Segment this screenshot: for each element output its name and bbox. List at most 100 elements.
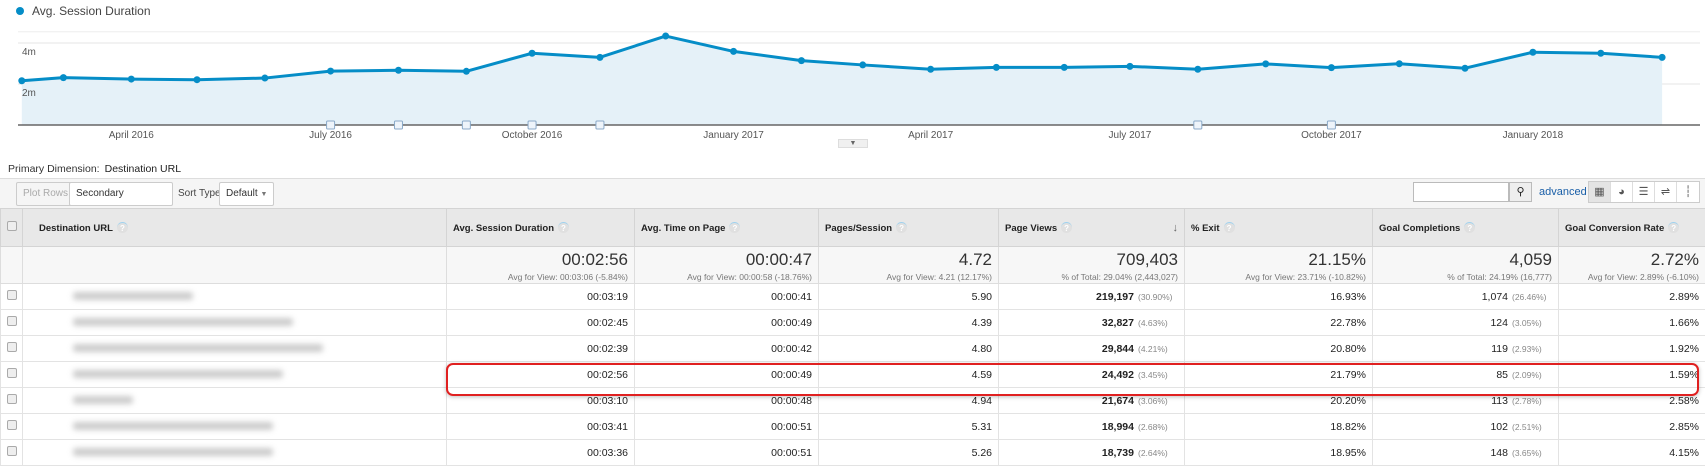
table-row[interactable]: 00:02:45 00:00:49 4.39 32,827(4.63%) 22.…: [1, 310, 1705, 336]
search-button[interactable]: ⚲: [1509, 182, 1532, 202]
redacted-url: [73, 292, 193, 300]
x-tick-label: April 2017: [908, 130, 953, 141]
row-checkbox[interactable]: [7, 446, 17, 456]
redacted-url: [73, 422, 273, 430]
help-icon[interactable]: ?: [729, 222, 740, 233]
annotation-marker-icon[interactable]: [1327, 121, 1335, 129]
table-row[interactable]: 00:02:39 00:00:42 4.80 29,844(4.21%) 20.…: [1, 336, 1705, 362]
header-label: Goal Conversion Rate: [1565, 223, 1664, 234]
goal-completions-cell: 102(2.51%): [1373, 414, 1559, 440]
summary-cell: 2.72%Avg for View: 2.89% (-6.10%): [1559, 247, 1705, 284]
annotation-marker-icon[interactable]: [462, 121, 470, 129]
destination-url-cell[interactable]: [23, 414, 447, 440]
annotation-marker-icon[interactable]: [1194, 121, 1202, 129]
table-row[interactable]: 00:02:56 00:00:49 4.59 24,492(3.45%) 21.…: [1, 362, 1705, 388]
header-avg-time-on-page[interactable]: Avg. Time on Page?: [635, 209, 819, 247]
goal-conversion-rate-cell: 1.92%: [1559, 336, 1705, 362]
help-icon[interactable]: ?: [896, 222, 907, 233]
pivot-view-icon[interactable]: ┆: [1677, 182, 1699, 202]
exit-rate-cell: 20.20%: [1185, 388, 1373, 414]
select-all-checkbox[interactable]: [7, 221, 17, 231]
row-checkbox[interactable]: [7, 394, 17, 404]
header-pages-session[interactable]: Pages/Session?: [819, 209, 999, 247]
exit-rate-cell: 22.78%: [1185, 310, 1373, 336]
data-point: [1194, 66, 1201, 73]
header-exit-rate[interactable]: % Exit?: [1185, 209, 1373, 247]
destination-url-cell[interactable]: [23, 440, 447, 466]
header-goal-conversion-rate[interactable]: Goal Conversion Rate?: [1559, 209, 1705, 247]
table-row[interactable]: 00:03:36 00:00:51 5.26 18,739(2.64%) 18.…: [1, 440, 1705, 466]
secondary-dimension-dropdown[interactable]: Secondary dimension ▼: [69, 182, 173, 206]
annotation-marker-icon[interactable]: [528, 121, 536, 129]
chart-legend[interactable]: Avg. Session Duration: [16, 4, 151, 18]
page-views-cell: 32,827(4.63%): [999, 310, 1185, 336]
table-row[interactable]: 00:03:10 00:00:48 4.94 21,674(3.06%) 20.…: [1, 388, 1705, 414]
header-label: % Exit: [1191, 223, 1220, 234]
annotation-marker-icon[interactable]: [327, 121, 335, 129]
plot-rows-button[interactable]: Plot Rows: [16, 182, 75, 206]
page-views-cell: 29,844(4.21%): [999, 336, 1185, 362]
table-row[interactable]: 00:03:19 00:00:41 5.90 219,197(30.90%) 1…: [1, 284, 1705, 310]
advanced-filter-link[interactable]: advanced: [1539, 182, 1587, 202]
header-destination-url[interactable]: Destination URL?: [23, 209, 447, 247]
legend-label: Avg. Session Duration: [32, 4, 151, 18]
row-checkbox[interactable]: [7, 420, 17, 430]
exit-rate-cell: 20.80%: [1185, 336, 1373, 362]
page-views-value: 21,674: [1102, 395, 1134, 407]
sort-type-dropdown[interactable]: Default ▼: [219, 182, 274, 206]
header-page-views[interactable]: Page Views?↓: [999, 209, 1185, 247]
data-point: [1126, 63, 1133, 70]
avg-time-on-page-cell: 00:00:49: [635, 362, 819, 388]
row-checkbox[interactable]: [7, 342, 17, 352]
row-checkbox-cell: [1, 362, 23, 388]
goal-conversion-rate-cell: 1.66%: [1559, 310, 1705, 336]
destination-url-cell[interactable]: [23, 336, 447, 362]
table-view-icon[interactable]: ▦: [1589, 182, 1611, 202]
header-avg-session-duration[interactable]: Avg. Session Duration?: [447, 209, 635, 247]
destination-url-cell[interactable]: [23, 388, 447, 414]
help-icon[interactable]: ?: [1061, 222, 1072, 233]
table-row[interactable]: 00:03:41 00:00:51 5.31 18,994(2.68%) 18.…: [1, 414, 1705, 440]
x-tick-label: July 2017: [1109, 130, 1152, 141]
destination-url-cell[interactable]: [23, 310, 447, 336]
goal-conversion-rate-cell: 4.15%: [1559, 440, 1705, 466]
comparison-view-icon[interactable]: ⇌: [1655, 182, 1677, 202]
help-icon[interactable]: ?: [1464, 222, 1475, 233]
primary-dimension-value[interactable]: Destination URL: [105, 163, 181, 175]
data-point: [327, 68, 334, 75]
data-point: [1462, 65, 1469, 72]
goal-completions-cell: 124(3.05%): [1373, 310, 1559, 336]
header-goal-completions[interactable]: Goal Completions?: [1373, 209, 1559, 247]
goal-completions-pct: (2.78%): [1512, 396, 1552, 406]
help-icon[interactable]: ?: [1224, 222, 1235, 233]
destination-url-cell[interactable]: [23, 362, 447, 388]
chevron-down-icon: ▼: [260, 191, 267, 198]
data-point: [60, 74, 67, 81]
summary-cell: 709,403% of Total: 29.04% (2,443,027): [999, 247, 1185, 284]
page-views-value: 24,492: [1102, 369, 1134, 381]
help-icon[interactable]: ?: [117, 222, 128, 233]
avg-time-on-page-cell: 00:00:51: [635, 414, 819, 440]
goal-completions-value: 124: [1490, 317, 1508, 329]
destination-url-cell[interactable]: [23, 284, 447, 310]
avg-session-duration-cell: 00:03:10: [447, 388, 635, 414]
collapse-chart-handle[interactable]: ▼: [838, 139, 868, 148]
exit-rate-cell: 16.93%: [1185, 284, 1373, 310]
annotation-marker-icon[interactable]: [394, 121, 402, 129]
data-point: [859, 61, 866, 68]
data-point: [261, 75, 268, 82]
performance-view-icon[interactable]: ☰: [1633, 182, 1655, 202]
help-icon[interactable]: ?: [558, 222, 569, 233]
sort-type-value: Default: [226, 188, 258, 199]
pie-view-icon[interactable]: ◕: [1611, 182, 1633, 202]
data-point: [529, 50, 536, 57]
annotation-marker-icon[interactable]: [596, 121, 604, 129]
row-checkbox[interactable]: [7, 368, 17, 378]
data-point: [1396, 60, 1403, 67]
row-checkbox[interactable]: [7, 290, 17, 300]
help-icon[interactable]: ?: [1668, 222, 1679, 233]
table-search-input[interactable]: [1413, 182, 1509, 202]
row-checkbox[interactable]: [7, 316, 17, 326]
